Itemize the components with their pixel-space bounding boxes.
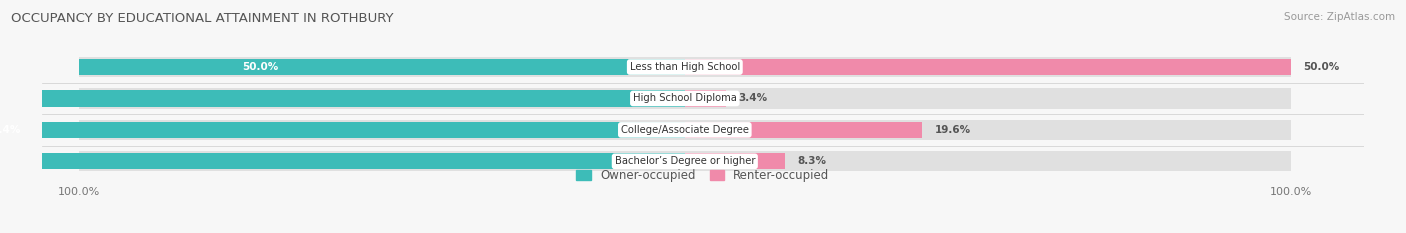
Text: OCCUPANCY BY EDUCATIONAL ATTAINMENT IN ROTHBURY: OCCUPANCY BY EDUCATIONAL ATTAINMENT IN R… xyxy=(11,12,394,25)
Text: College/Associate Degree: College/Associate Degree xyxy=(621,125,749,135)
Bar xyxy=(0,122,685,138)
Text: 50.0%: 50.0% xyxy=(242,62,278,72)
Bar xyxy=(685,153,786,169)
Text: 50.0%: 50.0% xyxy=(1303,62,1340,72)
Text: Less than High School: Less than High School xyxy=(630,62,740,72)
Bar xyxy=(79,88,1291,109)
Bar xyxy=(79,151,1291,171)
Text: 80.4%: 80.4% xyxy=(0,125,21,135)
Text: 3.4%: 3.4% xyxy=(738,93,768,103)
Text: High School Diploma: High School Diploma xyxy=(633,93,737,103)
Bar xyxy=(0,153,685,169)
Bar xyxy=(0,90,685,107)
Text: Source: ZipAtlas.com: Source: ZipAtlas.com xyxy=(1284,12,1395,22)
Bar xyxy=(79,59,685,75)
Text: 19.6%: 19.6% xyxy=(935,125,970,135)
Legend: Owner-occupied, Renter-occupied: Owner-occupied, Renter-occupied xyxy=(572,164,834,187)
Bar xyxy=(685,59,1291,75)
Bar xyxy=(685,122,922,138)
Bar xyxy=(685,90,725,107)
Bar xyxy=(79,57,1291,77)
Text: Bachelor’s Degree or higher: Bachelor’s Degree or higher xyxy=(614,156,755,166)
Text: 8.3%: 8.3% xyxy=(797,156,827,166)
Bar xyxy=(79,120,1291,140)
